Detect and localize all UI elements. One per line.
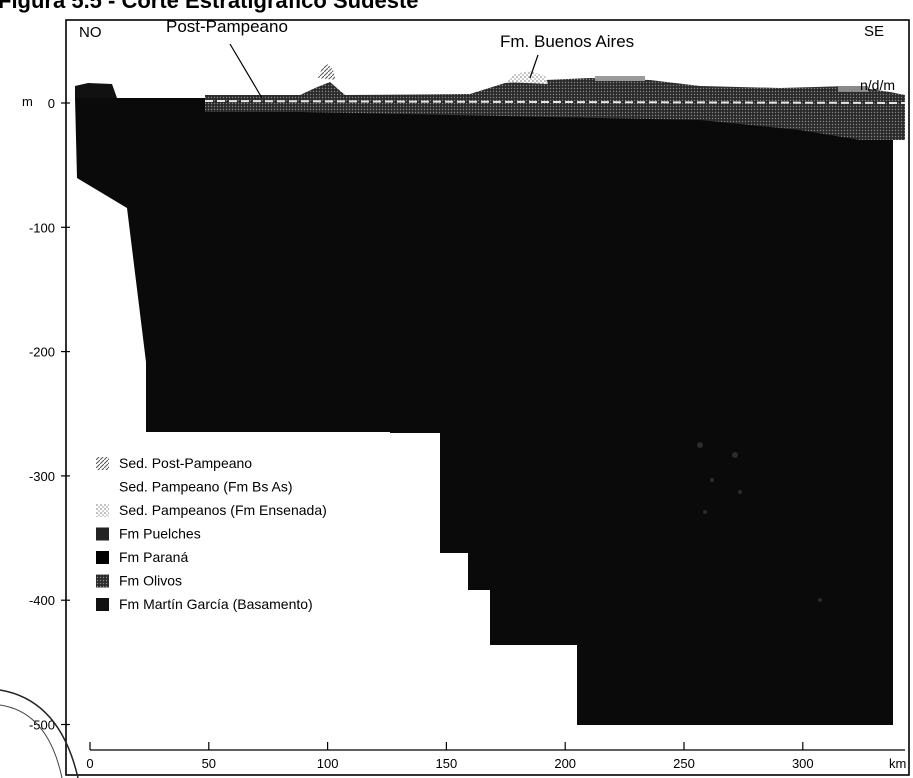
x-tick-label: 100 bbox=[317, 756, 339, 771]
buenos-aires-mound bbox=[505, 71, 548, 84]
legend-label: Sed. Pampeano (Fm Bs As) bbox=[119, 479, 293, 495]
legend: Sed. Post-Pampeano Sed. Pampeano (Fm Bs A… bbox=[96, 455, 327, 612]
y-tick-label: -500 bbox=[29, 718, 55, 733]
y-tick-label: -200 bbox=[29, 345, 55, 360]
stamp-arc-inner bbox=[0, 704, 63, 778]
nw-surface-cap bbox=[75, 83, 117, 98]
fm-buenos-aires-leader bbox=[529, 54, 539, 79]
fm-buenos-aires-callout: Fm. Buenos Aires bbox=[500, 32, 634, 51]
legend-swatch bbox=[96, 551, 109, 564]
legend-label: Fm Martín García (Basamento) bbox=[119, 596, 313, 612]
y-tick-label: -300 bbox=[29, 469, 55, 484]
y-tick-label: -400 bbox=[29, 593, 55, 608]
x-axis-ticks: 0 50 100 150 200 250 300 bbox=[86, 742, 814, 771]
legend-label: Sed. Pampeanos (Fm Ensenada) bbox=[119, 502, 327, 518]
legend-swatch bbox=[96, 527, 109, 541]
post-pampeano-leader bbox=[229, 43, 263, 99]
x-tick-label: 200 bbox=[554, 756, 576, 771]
y-tick-label: 0 bbox=[48, 96, 55, 111]
surface-cover-layer bbox=[205, 78, 905, 140]
ndm-label: n/d/m bbox=[860, 77, 895, 93]
x-tick-label: 250 bbox=[673, 756, 695, 771]
y-tick-label: -100 bbox=[29, 220, 55, 235]
body-speckles bbox=[697, 442, 822, 602]
stamp-arc bbox=[0, 689, 79, 778]
x-axis-unit: km bbox=[889, 756, 906, 771]
plot-frame bbox=[65, 19, 910, 776]
water-table-line bbox=[204, 100, 906, 104]
legend-label: Fm Paraná bbox=[119, 549, 188, 565]
flat-surface-patch bbox=[595, 76, 645, 81]
section-basement-body bbox=[75, 98, 905, 725]
x-tick-label: 50 bbox=[202, 756, 216, 771]
legend-label: Fm Olivos bbox=[119, 573, 182, 589]
figure-title-fragment: Figura 5.5 - Corte Estratigráfico Sudest… bbox=[0, 0, 419, 13]
y-axis-unit: m bbox=[22, 94, 33, 109]
legend-swatch bbox=[96, 574, 109, 588]
x-tick-label: 300 bbox=[792, 756, 814, 771]
legend-label: Fm Puelches bbox=[119, 526, 201, 542]
legend-panel bbox=[82, 433, 390, 673]
ndm-surface-patch bbox=[838, 86, 868, 92]
orientation-nw-label: NO bbox=[79, 24, 102, 41]
legend-label: Sed. Post-Pampeano bbox=[119, 455, 252, 471]
legend-swatch bbox=[96, 457, 109, 470]
x-tick-label: 150 bbox=[436, 756, 458, 771]
legend-swatch bbox=[96, 504, 109, 517]
legend-swatch bbox=[96, 598, 109, 611]
orientation-se-label: SE bbox=[864, 23, 884, 40]
x-tick-label: 0 bbox=[86, 756, 93, 771]
post-pampeano-callout: Post-Pampeano bbox=[166, 17, 288, 36]
y-axis-ticks: 0 -100 -200 -300 -400 -500 bbox=[29, 96, 70, 733]
post-pampeano-mound bbox=[318, 64, 336, 80]
